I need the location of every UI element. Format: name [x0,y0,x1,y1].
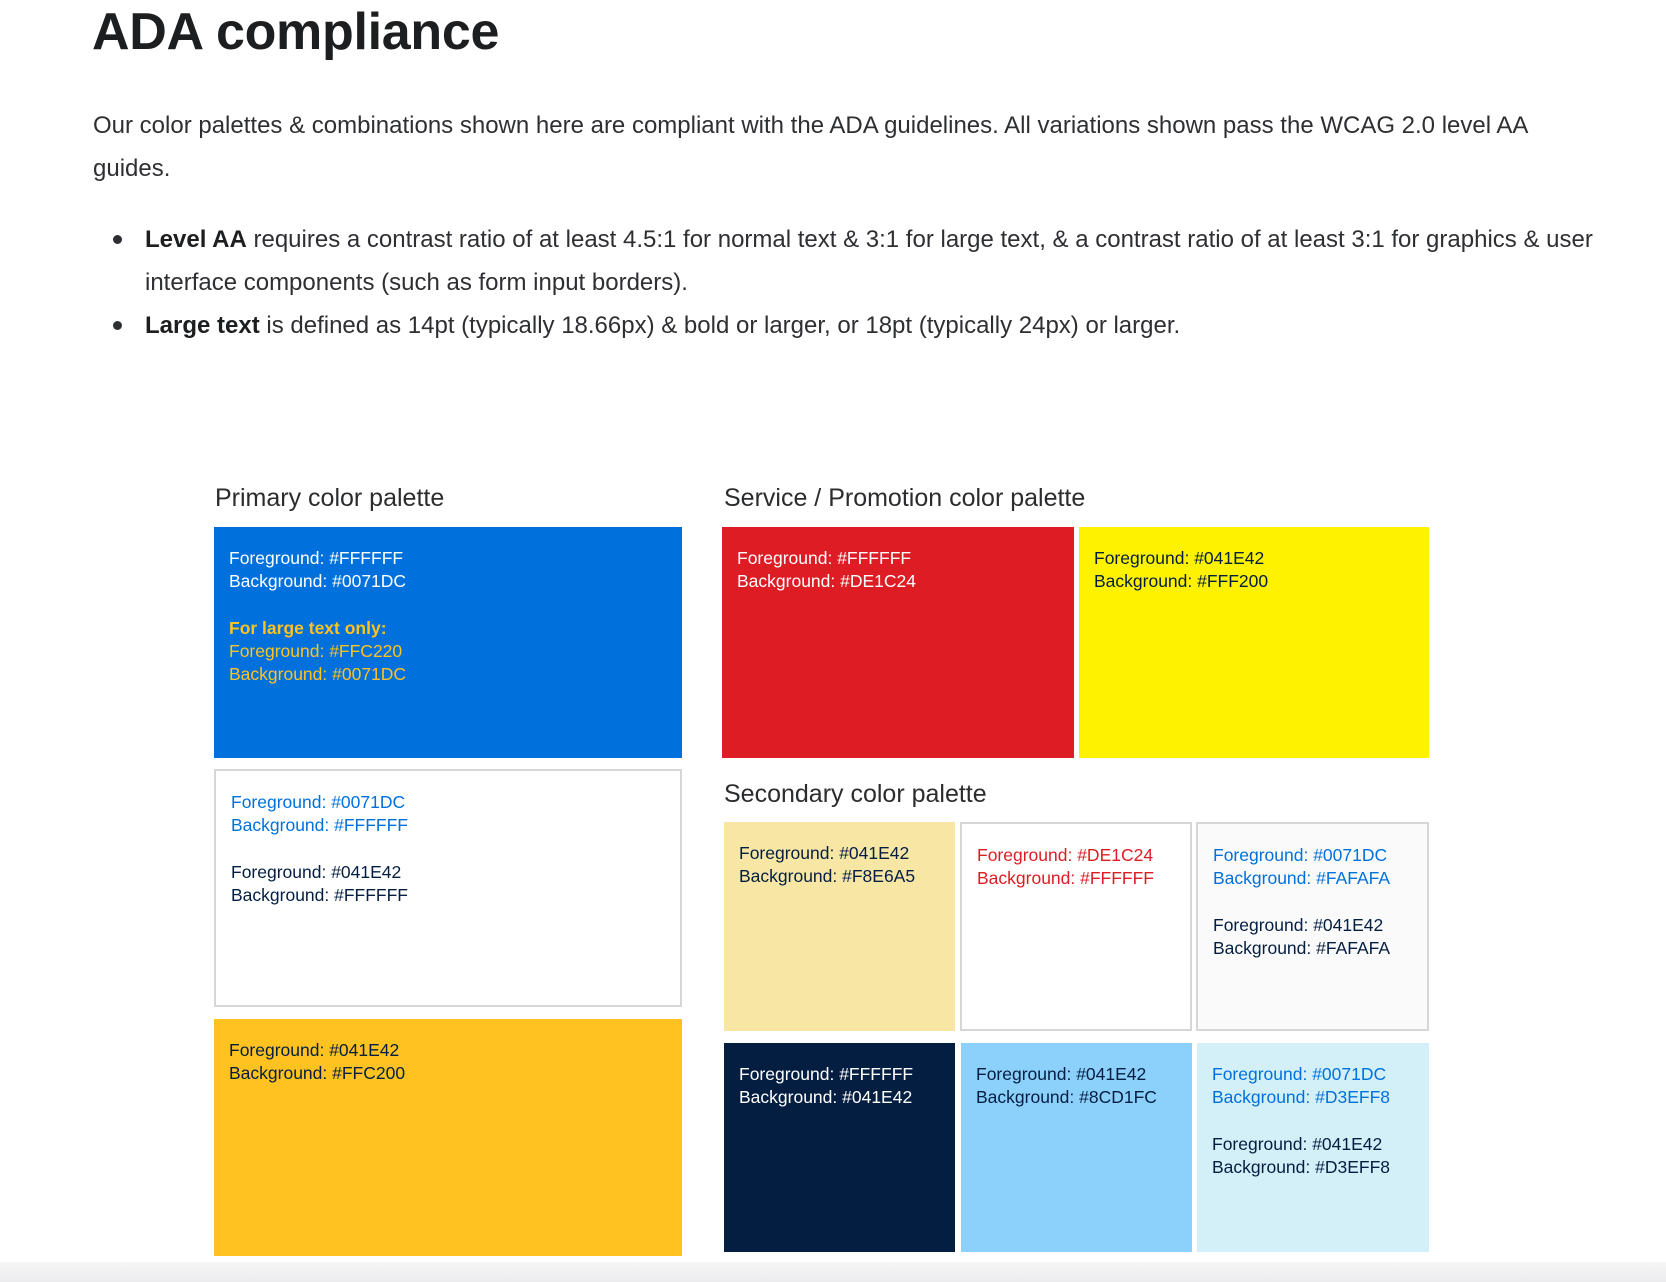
large-text-description: is defined as 14pt (typically 18.66px) &… [259,312,1181,339]
service-palette-heading: Service / Promotion color palette [724,484,1086,512]
list-item: Large text is defined as 14pt (typically… [113,304,1605,347]
swatch-primary-white: Foreground: #0071DC Background: #FFFFFF … [214,769,682,1007]
swatch-primary-blue: Foreground: #FFFFFF Background: #0071DC … [214,527,682,758]
swatch-secondary-skyblue: Foreground: #041E42 Background: #8CD1FC [961,1043,1192,1252]
swatch-primary-yellow: Foreground: #041E42 Background: #FFC200 [214,1019,682,1256]
list-item: Level AA requires a contrast ratio of at… [113,218,1605,304]
swatch-line: Foreground: #041E42 [231,862,402,882]
swatch-line: Background: #DE1C24 [737,571,916,591]
swatch-secondary-navy: Foreground: #FFFFFF Background: #041E42 [724,1043,955,1252]
swatch-line: Foreground: #0071DC [1213,845,1388,865]
swatch-line: Foreground: #041E42 [739,843,910,863]
swatch-line: Background: #FFC200 [229,1063,406,1083]
swatch-line: Foreground: #041E42 [229,1040,400,1060]
swatch-service-red: Foreground: #FFFFFF Background: #DE1C24 [722,527,1074,758]
swatch-line: Background: #F8E6A5 [739,866,916,886]
swatch-line: Foreground: #FFFFFF [737,548,912,568]
swatch-secondary-white-red: Foreground: #DE1C24 Background: #FFFFFF [960,822,1192,1031]
swatch-line: Foreground: #041E42 [976,1064,1147,1084]
swatch-line: Background: #8CD1FC [976,1087,1157,1107]
bullet-icon [113,321,122,330]
page-footer-edge [0,1262,1666,1282]
swatch-line: Foreground: #0071DC [231,792,406,812]
swatch-line: Background: #0071DC [229,571,407,591]
swatch-line: Foreground: #FFC220 [229,641,403,661]
level-aa-description: requires a contrast ratio of at least 4.… [145,226,1593,296]
swatch-line: Background: #FAFAFA [1213,868,1391,888]
swatch-line: Background: #041E42 [739,1087,913,1107]
swatch-line: Background: #FFFFFF [231,815,408,835]
swatch-line: Foreground: #FFFFFF [739,1064,914,1084]
swatch-secondary-tan: Foreground: #041E42 Background: #F8E6A5 [724,822,955,1031]
intro-paragraph: Our color palettes & combinations shown … [93,112,1528,182]
swatch-line: Background: #D3EFF8 [1212,1157,1391,1177]
swatch-line: Foreground: #FFFFFF [229,548,404,568]
term-level-aa: Level AA [145,226,247,253]
swatch-line: Foreground: #041E42 [1212,1134,1383,1154]
secondary-palette-heading: Secondary color palette [724,780,987,808]
primary-palette-heading: Primary color palette [215,484,445,512]
bullet-icon [113,235,122,244]
swatch-line: Background: #FFFFFF [231,885,408,905]
swatch-line: Background: #D3EFF8 [1212,1087,1391,1107]
swatch-line: Background: #FAFAFA [1213,938,1391,958]
requirements-list: Level AA requires a contrast ratio of at… [93,218,1605,347]
page-title: ADA compliance [92,3,500,61]
swatch-line: Background: #0071DC [229,664,407,684]
swatch-line: Background: #FFFFFF [977,868,1154,888]
term-large-text: Large text [145,312,260,339]
swatch-line: Background: #FFF200 [1094,571,1269,591]
swatch-secondary-gray: Foreground: #0071DC Background: #FAFAFA … [1196,822,1429,1031]
swatch-line: Foreground: #DE1C24 [977,845,1154,865]
swatch-line: Foreground: #041E42 [1213,915,1384,935]
swatch-line: Foreground: #0071DC [1212,1064,1387,1084]
swatch-service-yellow: Foreground: #041E42 Background: #FFF200 [1079,527,1429,758]
swatch-secondary-lightblue: Foreground: #0071DC Background: #D3EFF8 … [1197,1043,1429,1252]
swatch-line: Foreground: #041E42 [1094,548,1265,568]
large-text-note: For large text only: [229,618,387,638]
